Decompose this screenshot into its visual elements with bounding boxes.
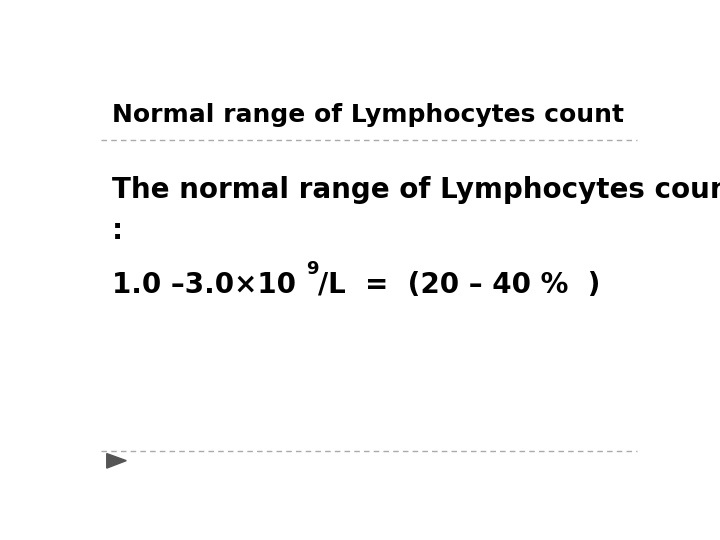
Polygon shape — [107, 454, 126, 468]
Text: 1.0 –3.0×10: 1.0 –3.0×10 — [112, 271, 306, 299]
Text: The normal range of Lymphocytes count is: The normal range of Lymphocytes count is — [112, 176, 720, 204]
Text: /L  =  (20 – 40 %  ): /L = (20 – 40 % ) — [318, 271, 600, 299]
Text: :: : — [112, 217, 123, 245]
Text: 9: 9 — [306, 260, 318, 279]
Text: Normal range of Lymphocytes count: Normal range of Lymphocytes count — [112, 103, 624, 127]
